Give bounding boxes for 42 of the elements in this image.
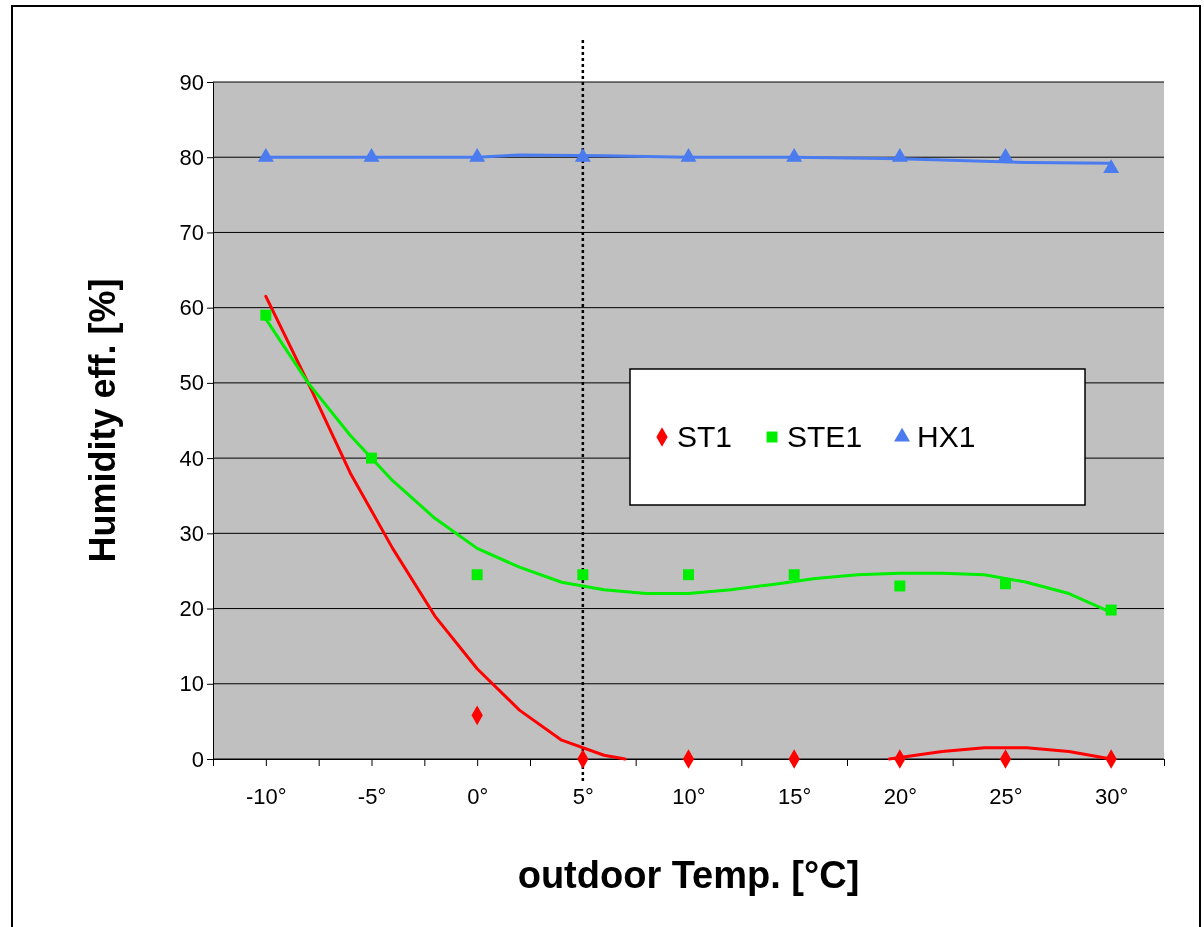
- point: [680, 148, 697, 162]
- point: [894, 580, 906, 592]
- y-tick-label: 0: [191, 746, 204, 772]
- point: [260, 309, 272, 321]
- legend-label: HX1: [917, 420, 976, 453]
- x-tick-label: 5°: [572, 784, 594, 810]
- y-tick-label: 40: [179, 445, 204, 471]
- point: [891, 148, 908, 162]
- point: [1103, 159, 1120, 174]
- legend-label: ST1: [677, 420, 733, 453]
- x-tick-label: -10°: [246, 784, 287, 810]
- x-tick-label: 25°: [989, 784, 1023, 810]
- y-tick-label: 60: [179, 295, 204, 321]
- point: [683, 569, 694, 581]
- point: [363, 148, 380, 162]
- y-tick-label: 80: [179, 144, 204, 170]
- legend-label: STE1: [787, 420, 863, 453]
- y-axis-title: Humidity eff. [%]: [82, 278, 123, 563]
- point: [366, 452, 377, 464]
- x-axis-title: outdoor Temp. [°C]: [517, 854, 860, 896]
- point: [1105, 604, 1117, 616]
- x-tick-label: 0°: [467, 784, 489, 810]
- x-tick-label: 10°: [672, 784, 706, 810]
- point: [574, 148, 591, 162]
- point: [786, 148, 803, 162]
- y-tick-label: 10: [179, 671, 204, 697]
- y-tick-label: 50: [179, 370, 204, 396]
- point: [788, 569, 800, 581]
- point: [577, 569, 589, 581]
- x-tick-label: -5°: [357, 784, 387, 810]
- point: [469, 148, 486, 162]
- x-tick-label: 15°: [778, 784, 812, 810]
- y-tick-label: 70: [179, 219, 204, 245]
- point: [997, 148, 1014, 162]
- x-tick-label: 30°: [1095, 784, 1129, 810]
- y-tick-label: 20: [179, 596, 204, 622]
- point: [257, 148, 274, 162]
- y-tick-label: 90: [179, 69, 204, 95]
- x-tick-label: 20°: [883, 784, 917, 810]
- y-tick-label: 30: [179, 520, 204, 546]
- point: [1000, 578, 1011, 590]
- point: [471, 569, 483, 581]
